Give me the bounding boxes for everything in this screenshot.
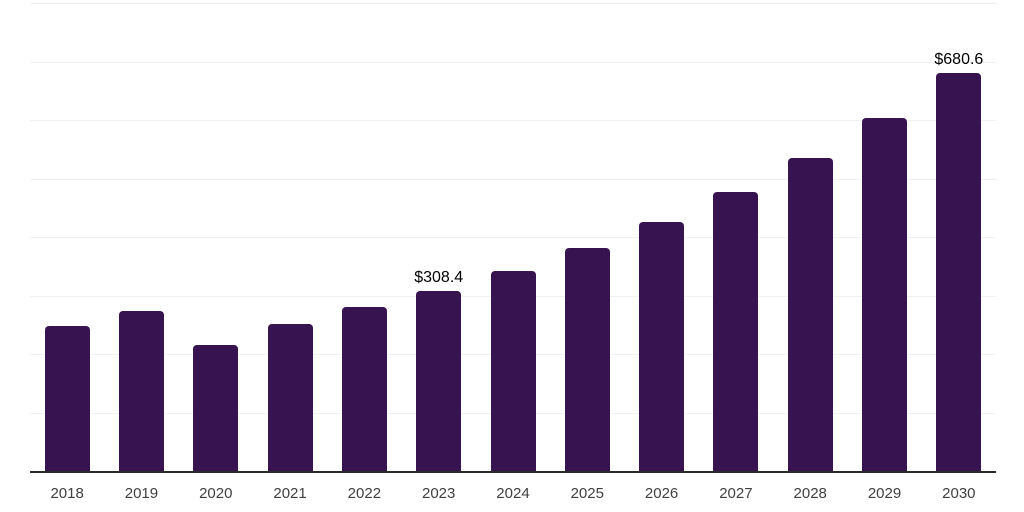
bar-2029[interactable]	[862, 118, 908, 471]
x-tick-label-2022: 2022	[347, 485, 382, 502]
x-tick-label-2029: 2029	[867, 485, 902, 502]
bar-2021[interactable]	[267, 323, 313, 471]
data-label-2030: $680.6	[934, 50, 984, 68]
x-tick-label-2021: 2021	[273, 485, 307, 502]
bar-2028[interactable]	[787, 158, 833, 471]
gridline	[30, 61, 996, 63]
x-tick-label-2023: 2023	[421, 485, 456, 502]
x-axis-line	[30, 471, 996, 473]
x-tick-label-2020: 2020	[199, 485, 233, 502]
x-tick-label-2024: 2024	[496, 485, 530, 502]
bar-2020[interactable]	[193, 345, 239, 471]
data-label-2023: $308.4	[414, 268, 464, 286]
x-tick-label-2026: 2026	[644, 485, 679, 502]
bar-2024[interactable]	[490, 270, 536, 471]
x-tick-label-2028: 2028	[793, 485, 827, 502]
x-tick-label-2019: 2019	[124, 485, 159, 502]
gridline	[30, 178, 996, 180]
bar-2018[interactable]	[44, 325, 90, 471]
bar-2027[interactable]	[713, 191, 759, 471]
bar-2026[interactable]	[639, 222, 685, 471]
bar-2022[interactable]	[341, 307, 387, 471]
x-tick-label-2030: 2030	[942, 485, 976, 502]
bar-2019[interactable]	[118, 311, 164, 471]
gridline	[30, 3, 996, 4]
x-tick-label-2027: 2027	[719, 485, 753, 502]
bar-2030[interactable]	[936, 72, 982, 471]
bar-2025[interactable]	[564, 248, 610, 471]
bar-2023[interactable]	[416, 290, 462, 471]
x-tick-label-2025: 2025	[570, 485, 604, 502]
x-tick-label-2018: 2018	[50, 485, 84, 502]
gridline	[30, 237, 996, 238]
gridline	[30, 120, 996, 121]
